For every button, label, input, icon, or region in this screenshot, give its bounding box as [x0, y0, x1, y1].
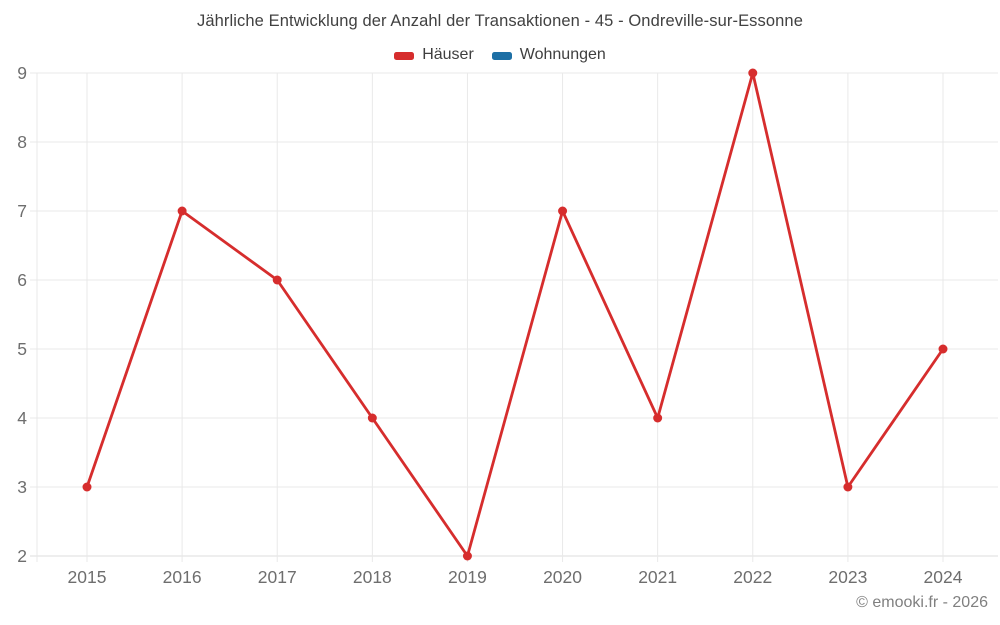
x-axis-tick-label: 2020 [543, 567, 582, 587]
x-axis-tick-label: 2023 [828, 567, 867, 587]
legend-swatch-haeuser-icon [394, 51, 415, 60]
data-point[interactable] [558, 206, 568, 216]
x-axis-tick-label: 2024 [924, 567, 963, 587]
y-axis-tick-label: 2 [17, 546, 27, 566]
y-axis-tick-label: 5 [17, 339, 27, 359]
data-point[interactable] [367, 413, 377, 423]
y-axis-tick-label: 4 [17, 408, 27, 428]
x-axis-tick-label: 2019 [448, 567, 487, 587]
data-point[interactable] [938, 344, 948, 354]
y-axis-tick-label: 7 [17, 201, 27, 221]
data-point[interactable] [462, 551, 472, 561]
x-axis-tick-label: 2015 [68, 567, 107, 587]
x-axis-tick-label: 2018 [353, 567, 392, 587]
legend-label-wohnungen: Wohnungen [519, 46, 606, 63]
data-point[interactable] [177, 206, 187, 216]
data-point[interactable] [653, 413, 663, 423]
data-point[interactable] [272, 275, 282, 285]
y-axis-tick-label: 6 [17, 270, 27, 290]
copyright: © emooki.fr - 2026 [856, 594, 988, 611]
x-axis-tick-label: 2016 [163, 567, 202, 587]
legend-label-haeuser: Häuser [422, 46, 474, 63]
legend-item-wohnungen[interactable]: Wohnungen [491, 46, 606, 64]
legend: Häuser Wohnungen [0, 46, 1000, 64]
legend-swatch-wohnungen-icon [491, 51, 512, 60]
x-axis-tick-label: 2022 [733, 567, 772, 587]
chart-title: Jährliche Entwicklung der Anzahl der Tra… [197, 12, 803, 30]
series-line-haeuser [85, 71, 945, 558]
x-axis-tick-label: 2017 [258, 567, 297, 587]
y-axis-tick-label: 3 [17, 477, 27, 497]
legend-item-haeuser[interactable]: Häuser [394, 46, 474, 64]
data-point[interactable] [843, 482, 853, 492]
y-axis-tick-label: 8 [17, 132, 27, 152]
x-axis-tick-label: 2021 [638, 567, 677, 587]
y-axis-tick-label: 9 [17, 63, 27, 83]
data-point[interactable] [82, 482, 92, 492]
data-point[interactable] [748, 68, 758, 78]
